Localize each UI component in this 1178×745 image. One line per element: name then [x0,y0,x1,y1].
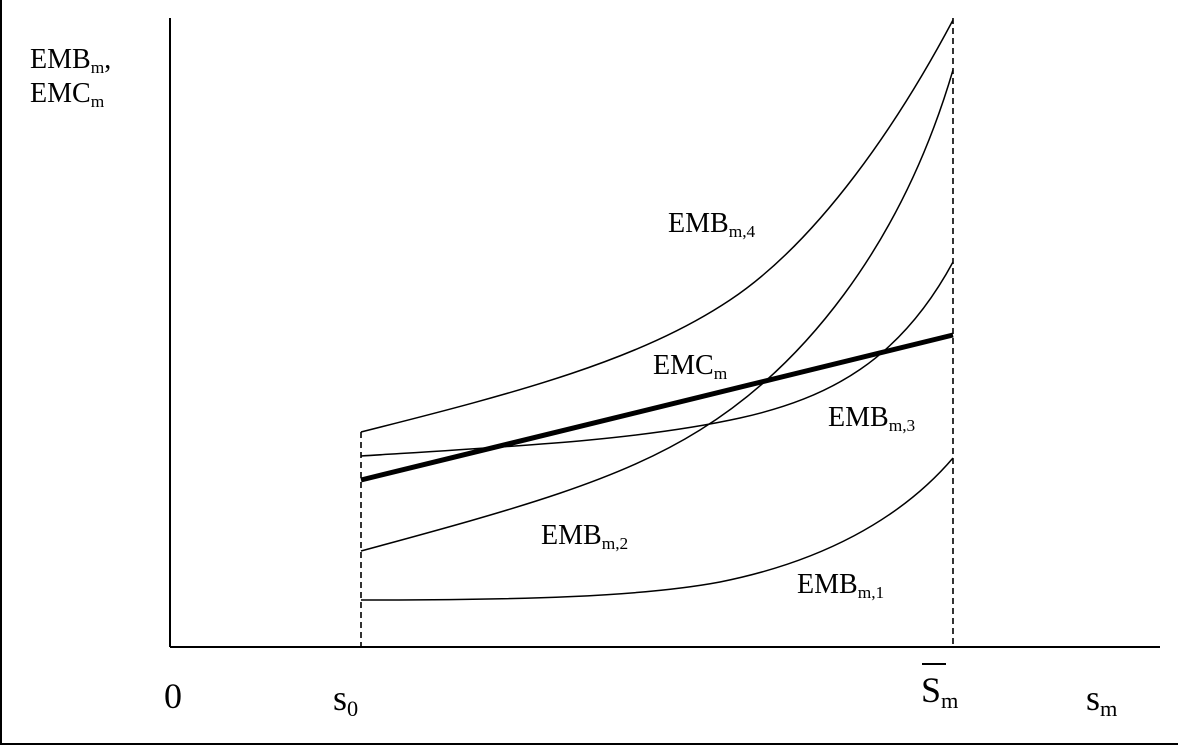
y-axis-label-sub-1: m [90,57,105,77]
smbar-label: Sm [921,670,958,712]
emb2-curve [360,69,954,552]
sm-label: sm [1086,678,1117,720]
emb2-label: EMBm,2 [541,520,629,553]
emc-label-main: EMC [653,350,714,381]
emb4-label-sub: m,4 [728,221,756,241]
smbar-label-sub: m [941,688,959,714]
emb1-label: EMBm,1 [797,569,885,602]
y-axis-label-suffix-1: , [104,44,112,75]
emc-label: EMCm [653,350,728,383]
emb4-label: EMBm,4 [668,208,756,241]
s0-label: s0 [333,678,358,720]
origin-label: 0 [164,676,182,716]
emc-label-sub: m [713,363,728,383]
emb2-label-sub: m,2 [601,533,629,553]
emc-line [360,332,954,483]
emb4-curve [360,19,954,433]
s0-label-sub: 0 [347,696,359,722]
emb1-label-sub: m,1 [857,582,885,602]
sm-label-sub: m [1100,696,1118,722]
emb1-label-main: EMB [797,569,858,600]
y-axis-label-main-1: EMB [30,44,91,75]
s0-label-main: s [333,678,348,718]
emb2-label-main: EMB [541,520,602,551]
y-axis-label-sub-2: m [90,91,105,111]
y-axis-label-line1: EMBm, [30,44,112,77]
sm-label-main: s [1086,678,1101,718]
emb3-label-main: EMB [828,402,889,433]
y-axis-label-main-2: EMC [30,78,91,109]
y-axis-label-line2: EMCm [30,78,105,111]
smbar-label-main: S [921,670,942,710]
emb3-label: EMBm,3 [828,402,916,435]
emb4-label-main: EMB [668,208,729,239]
emb1-curve [360,457,954,601]
emb3-label-sub: m,3 [888,415,916,435]
